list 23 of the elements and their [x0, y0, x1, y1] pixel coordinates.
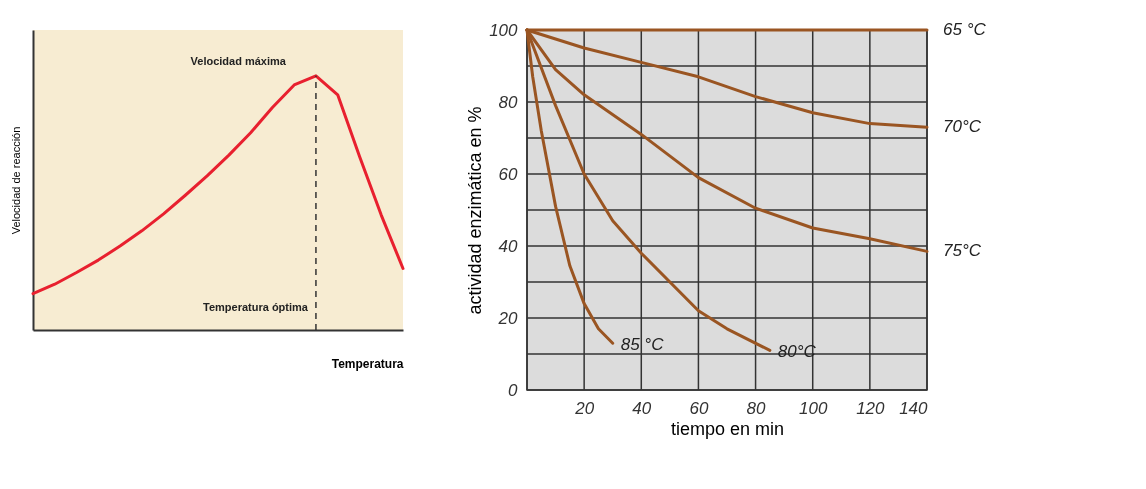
series-label: 75°C	[943, 241, 982, 261]
text: Temperatura óptima	[203, 301, 308, 313]
series-label: 85 °C	[620, 335, 665, 355]
x-tick-label: 100	[799, 398, 828, 418]
x-axis-title: Temperatura	[331, 356, 404, 371]
y-tick-label: 100	[489, 20, 519, 40]
y-axis-title: Velocidad de reacción	[9, 126, 22, 235]
x-tick-label: 140	[899, 398, 929, 418]
series-label: 70°C	[943, 117, 982, 137]
text: Velocidad máxima	[190, 54, 287, 67]
x-tick-label: 80	[746, 398, 767, 418]
y-tick-label: 80	[498, 92, 519, 112]
x-tick-label: 120	[856, 398, 886, 418]
y-tick-label: 60	[498, 164, 519, 184]
series-label: 65 °C	[943, 20, 987, 39]
x-tick-label: 40	[632, 398, 652, 418]
x-axis-title: tiempo en min	[670, 418, 785, 439]
y-tick-label: 20	[497, 308, 519, 328]
x-tick-label: 60	[689, 398, 709, 418]
y-tick-label: 0	[508, 380, 519, 400]
x-tick-label: 20	[574, 398, 595, 418]
y-tick-label: 40	[498, 236, 519, 256]
y-axis-title: actividad enzimática en %	[465, 106, 486, 315]
